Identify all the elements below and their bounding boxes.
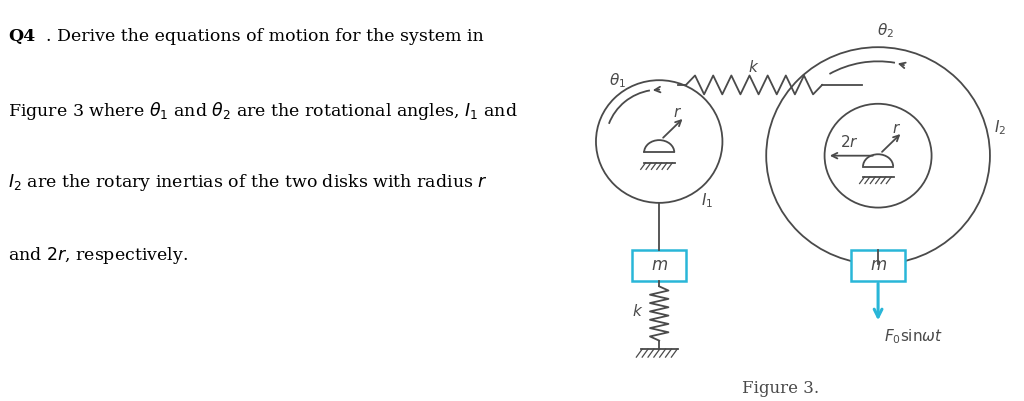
Text: and $2r$, respectively.: and $2r$, respectively.: [8, 245, 188, 265]
Text: . Derive the equations of motion for the system in: . Derive the equations of motion for the…: [46, 28, 483, 45]
Text: $\theta_2$: $\theta_2$: [877, 21, 894, 40]
Text: $2r$: $2r$: [840, 134, 858, 150]
Text: Q4: Q4: [8, 28, 35, 45]
Text: $F_0\mathrm{sin}\omega t$: $F_0\mathrm{sin}\omega t$: [884, 327, 943, 346]
Text: $r$: $r$: [892, 122, 901, 136]
Text: $k$: $k$: [749, 59, 760, 75]
Text: $k$: $k$: [632, 303, 644, 319]
Text: Figure 3.: Figure 3.: [742, 379, 819, 397]
Text: $m$: $m$: [869, 257, 887, 274]
Text: $m$: $m$: [650, 257, 668, 274]
Text: $r$: $r$: [673, 106, 682, 120]
Text: $I_2$ are the rotary inertias of the two disks with radius $r$: $I_2$ are the rotary inertias of the two…: [8, 172, 487, 193]
Bar: [851, 250, 905, 281]
Bar: [633, 250, 686, 281]
Text: $I_2$: $I_2$: [994, 118, 1006, 137]
Text: Figure 3 where $\theta_1$ and $\theta_2$ are the rotational angles, $I_1$ and: Figure 3 where $\theta_1$ and $\theta_2$…: [8, 100, 518, 122]
Text: $I_1$: $I_1$: [700, 191, 713, 210]
Text: $\theta_1$: $\theta_1$: [609, 71, 627, 89]
